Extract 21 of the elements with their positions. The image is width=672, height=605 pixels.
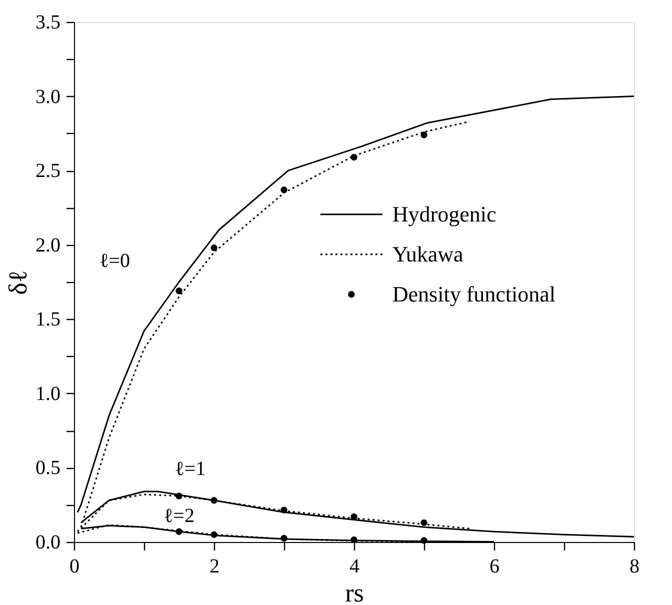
annotation: ℓ=1 [174, 458, 206, 480]
x-axis-title: rs [345, 578, 364, 605]
x-tick-label: 6 [490, 556, 500, 578]
y-tick-label: 2.0 [36, 234, 60, 256]
annotation: ℓ=0 [99, 250, 130, 272]
y-tick-label: 0.0 [36, 532, 60, 554]
y-axis-title: δℓ [4, 270, 32, 295]
y-tick-label: 3.0 [36, 86, 60, 108]
legend-label: Density functional [392, 281, 556, 306]
y-tick-label: 0.5 [36, 457, 60, 480]
x-tick-label: 2 [210, 556, 220, 578]
x-tick-label: 8 [630, 556, 640, 578]
x-tick-label: 4 [350, 556, 360, 578]
x-tick-label: 0 [70, 556, 80, 578]
y-tick-label: 2.5 [36, 160, 60, 182]
y-tick-label: 1.0 [36, 382, 60, 405]
y-tick-label: 1.5 [36, 308, 60, 331]
y-tick-label: 3.5 [36, 12, 60, 34]
legend-label: Hydrogenic [392, 201, 496, 226]
legend-label: Yukawa [392, 241, 464, 266]
annotation: ℓ=2 [164, 505, 194, 527]
